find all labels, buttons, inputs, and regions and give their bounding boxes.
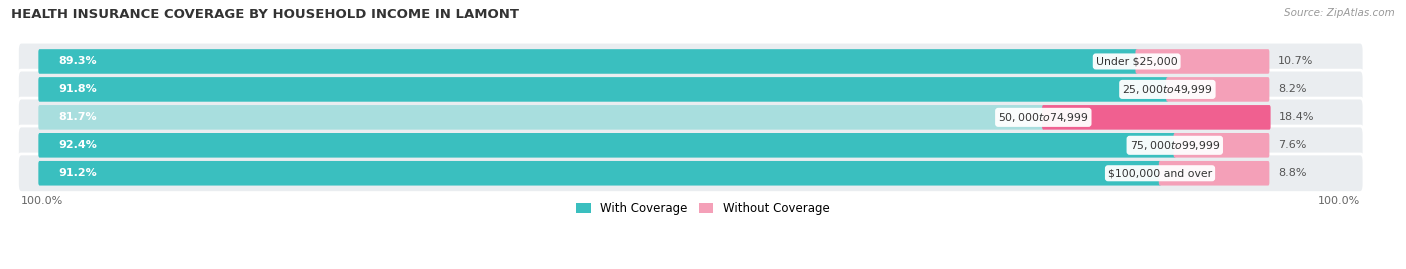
Text: HEALTH INSURANCE COVERAGE BY HOUSEHOLD INCOME IN LAMONT: HEALTH INSURANCE COVERAGE BY HOUSEHOLD I… [11,8,519,21]
Text: 89.3%: 89.3% [58,56,97,66]
Text: Source: ZipAtlas.com: Source: ZipAtlas.com [1284,8,1395,18]
Text: Under $25,000: Under $25,000 [1095,56,1178,66]
FancyBboxPatch shape [1136,49,1270,74]
Text: 8.2%: 8.2% [1278,84,1306,94]
Text: 10.7%: 10.7% [1278,56,1313,66]
FancyBboxPatch shape [38,133,1175,158]
FancyBboxPatch shape [17,70,1364,109]
FancyBboxPatch shape [38,161,1161,186]
FancyBboxPatch shape [17,154,1364,193]
FancyBboxPatch shape [38,77,1168,102]
Text: 8.8%: 8.8% [1278,168,1306,178]
FancyBboxPatch shape [1042,105,1271,130]
FancyBboxPatch shape [17,126,1364,165]
FancyBboxPatch shape [1159,161,1270,186]
Text: 92.4%: 92.4% [58,140,97,150]
Text: 91.2%: 91.2% [58,168,97,178]
Text: 91.8%: 91.8% [58,84,97,94]
FancyBboxPatch shape [1166,77,1270,102]
FancyBboxPatch shape [38,105,1045,130]
FancyBboxPatch shape [17,42,1364,81]
Text: 18.4%: 18.4% [1279,112,1315,122]
FancyBboxPatch shape [17,98,1364,137]
Text: $50,000 to $74,999: $50,000 to $74,999 [998,111,1088,124]
Text: 81.7%: 81.7% [58,112,97,122]
Text: $25,000 to $49,999: $25,000 to $49,999 [1122,83,1212,96]
FancyBboxPatch shape [1174,133,1270,158]
Text: $100,000 and over: $100,000 and over [1108,168,1212,178]
Text: $75,000 to $99,999: $75,000 to $99,999 [1129,139,1220,152]
Text: 100.0%: 100.0% [21,196,63,206]
FancyBboxPatch shape [38,49,1137,74]
Legend: With Coverage, Without Coverage: With Coverage, Without Coverage [572,198,834,220]
Text: 7.6%: 7.6% [1278,140,1306,150]
Text: 100.0%: 100.0% [1317,196,1360,206]
